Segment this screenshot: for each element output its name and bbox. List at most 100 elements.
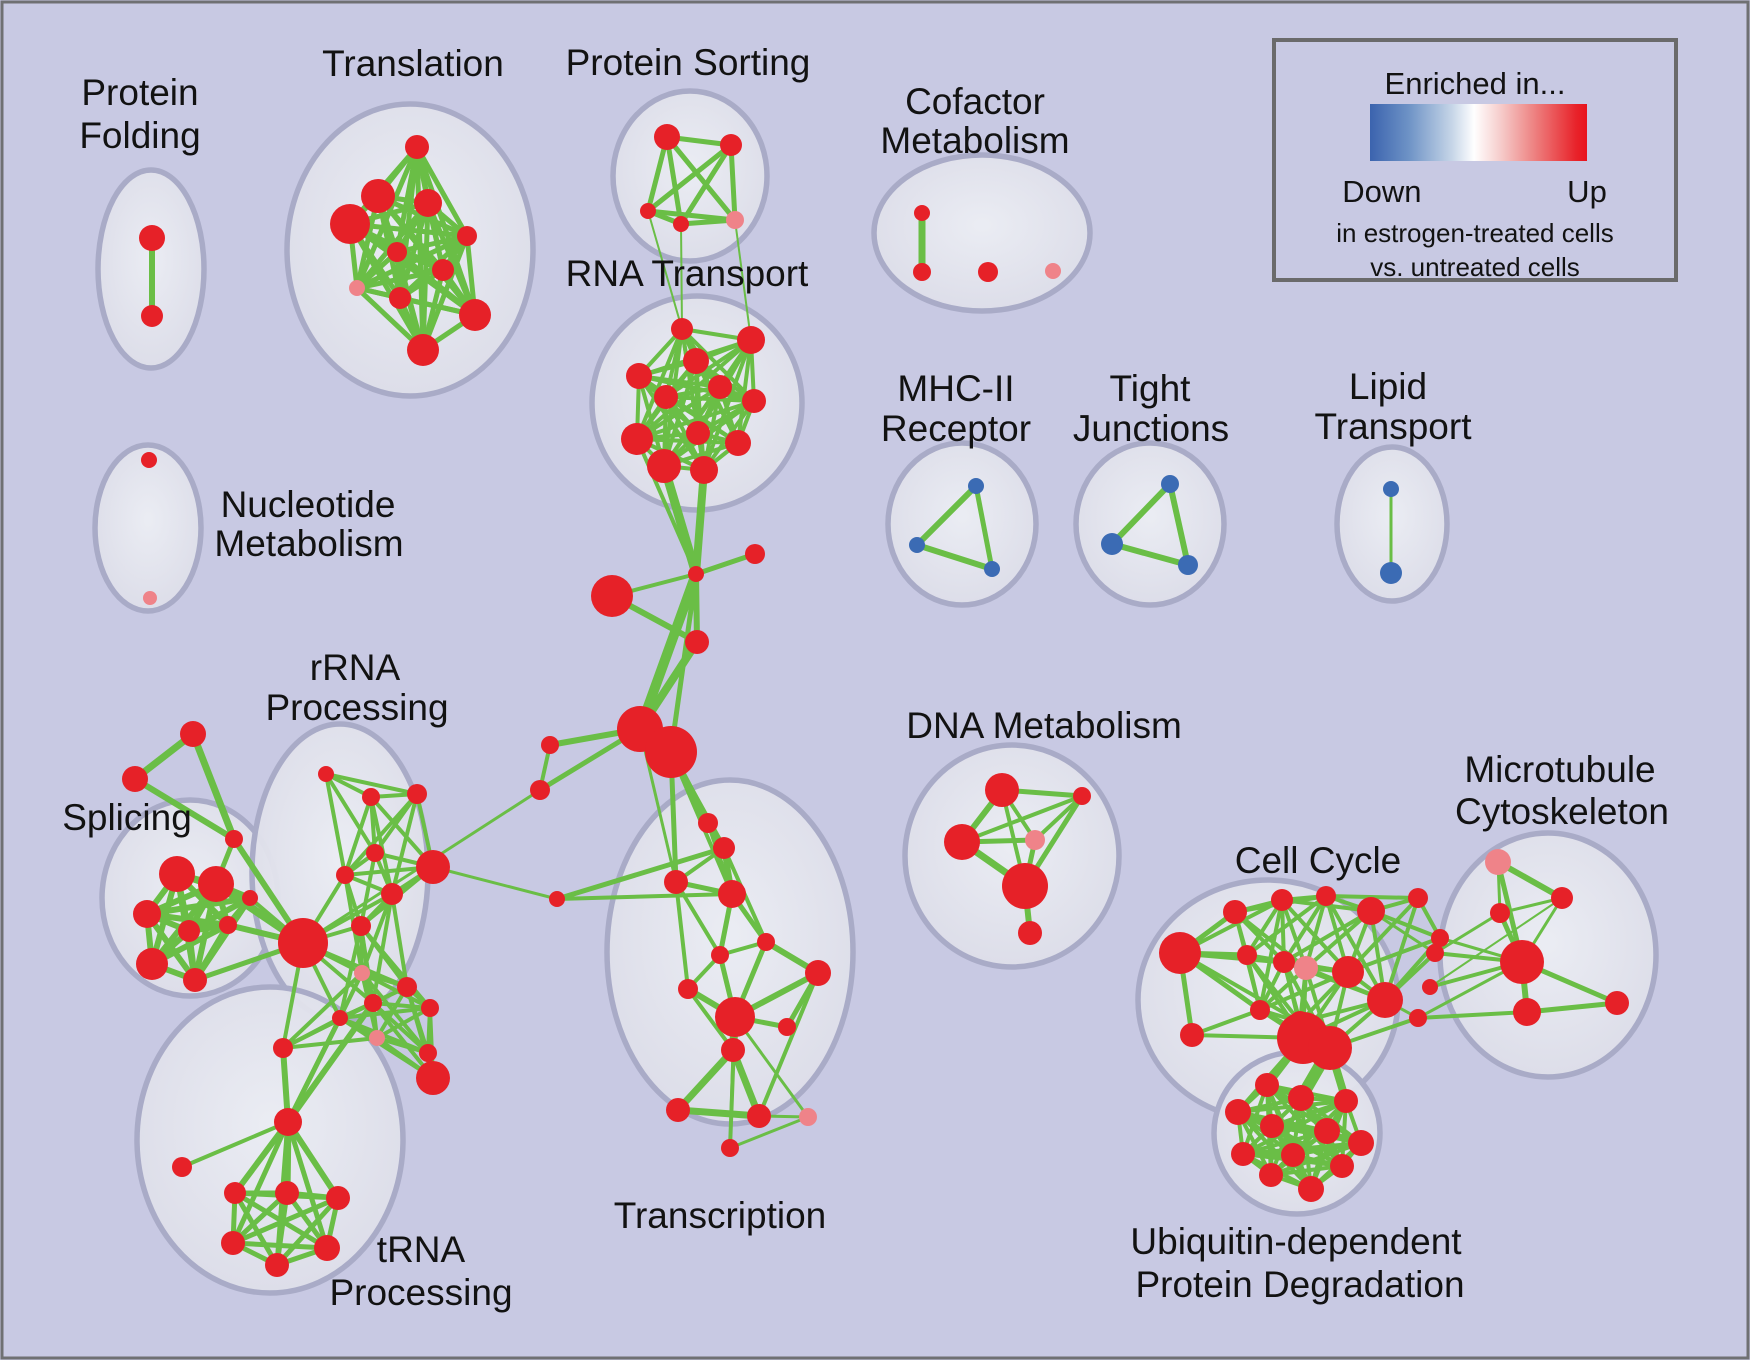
- cluster-label-rrna-processing: rRNA: [310, 647, 401, 688]
- gene-set-node-translation: [457, 226, 477, 246]
- edge-trna-processing: [285, 1119, 330, 1251]
- gene-set-node-translation: [361, 179, 395, 213]
- gene-set-node-dna-metabolism: [985, 773, 1019, 807]
- gene-set-node-transcription: [645, 726, 697, 778]
- edge-splicing: [144, 895, 253, 917]
- gene-set-node-protein-sorting: [640, 203, 656, 219]
- cluster-label-mhc-ii-receptor: Receptor: [881, 408, 1031, 449]
- edge-protein-sorting: [664, 134, 738, 223]
- edge-rrna-processing: [338, 924, 363, 1020]
- gene-set-node-cell-cycle: [1316, 886, 1336, 906]
- gene-set-node-translation: [349, 280, 365, 296]
- gene-set-node-rrna-processing: [397, 977, 417, 997]
- gene-set-node-trna-processing: [265, 1253, 289, 1277]
- gene-set-node-tight-junctions: [1101, 533, 1123, 555]
- gene-set-node-rrna-processing: [419, 1044, 437, 1062]
- gene-set-node-transcription: [799, 1108, 817, 1126]
- edge-trna-processing: [274, 1195, 341, 1268]
- gene-set-node-connectors: [530, 780, 550, 800]
- edge-protein-sorting: [728, 142, 738, 223]
- gene-set-node-transcription: [747, 1104, 771, 1128]
- gene-set-node-microtubule-cytoskeleton: [1551, 887, 1573, 909]
- gene-set-node-trna-processing: [326, 1186, 350, 1210]
- edge-rrna-processing--trna-processing: [286, 971, 364, 1124]
- edge-mhc-ii-receptor: [914, 483, 979, 548]
- gene-set-node-ubiquitin-dependent-protein-degradation: [1259, 1163, 1283, 1187]
- cluster-label-protein-sorting: Protein Sorting: [566, 42, 811, 83]
- edge-rrna-processing: [359, 851, 377, 928]
- gene-set-node-dna-metabolism: [1073, 787, 1091, 805]
- edge-trna-processing: [285, 1119, 341, 1201]
- gene-set-node-splicing: [225, 830, 243, 848]
- gene-set-node-rrna-processing: [362, 788, 380, 806]
- gene-set-node-rrna-processing: [332, 1010, 348, 1026]
- gene-set-node-splicing: [198, 866, 234, 902]
- gene-set-node-translation: [387, 242, 407, 262]
- cluster-label-protein-folding: Protein: [81, 72, 198, 113]
- edge-transcription: [733, 1015, 810, 1119]
- gene-set-node-protein-folding: [141, 305, 163, 327]
- cluster-label-nucleotide-metabolism: Metabolism: [214, 523, 403, 564]
- edge-translation: [347, 221, 426, 353]
- cluster-ellipse-tight-junctions: [1073, 440, 1227, 608]
- gene-set-node-splicing: [122, 766, 148, 792]
- gene-set-node-protein-sorting: [726, 211, 744, 229]
- gene-set-node-microtubule-cytoskeleton: [1490, 903, 1510, 923]
- gene-set-node-cell-cycle: [1271, 889, 1293, 911]
- legend-caption-line1: in estrogen-treated cells: [1336, 218, 1614, 248]
- edge-rrna-processing: [324, 772, 419, 796]
- edge-rrna-processing: [343, 792, 419, 877]
- gene-set-node-tight-junctions: [1178, 555, 1198, 575]
- gene-set-node-lipid-transport: [1383, 481, 1399, 497]
- edge-protein-sorting--rna-transport: [734, 219, 752, 341]
- gene-set-node-cell-cycle: [1294, 956, 1318, 980]
- gene-set-node-cofactor-metabolism: [914, 205, 930, 221]
- edge-mhc-ii-receptor: [973, 483, 995, 572]
- cluster-label-cofactor-metabolism: Cofactor: [905, 81, 1045, 122]
- edge-trna-processing: [230, 1195, 341, 1246]
- edge-cell-cycle: [1346, 896, 1420, 974]
- gene-set-node-rrna-processing: [381, 883, 403, 905]
- edge-rrna-processing: [390, 792, 419, 896]
- gene-set-node-trna-processing: [275, 1181, 299, 1205]
- edge-transcription: [674, 1046, 737, 1114]
- cluster-ellipse-cofactor-metabolism: [871, 152, 1093, 314]
- edge-protein-sorting: [645, 142, 734, 214]
- gene-set-node-transcription: [711, 946, 729, 964]
- gene-set-node-rna-transport: [708, 375, 732, 399]
- legend-box: Enriched in... Down Up in estrogen-treat…: [1272, 38, 1678, 282]
- legend-down-label: Down: [1342, 174, 1422, 209]
- gene-set-node-ubiquitin-dependent-protein-degradation: [1288, 1085, 1314, 1111]
- gene-set-node-connectors: [591, 575, 633, 617]
- edge-rrna-processing: [343, 795, 373, 877]
- gene-set-node-microtubule-cytoskeleton: [1409, 1009, 1427, 1027]
- gene-set-node-splicing: [159, 856, 195, 892]
- edge-rrna-processing: [359, 924, 432, 1010]
- edge-microtubule-cytoskeleton: [1433, 911, 1502, 955]
- cluster-label-rrna-processing: Processing: [265, 687, 448, 728]
- edge-mhc-ii-receptor: [914, 542, 995, 572]
- node-layer: [122, 124, 1629, 1277]
- gene-set-node-rna-transport: [725, 430, 751, 456]
- cluster-label-mhc-ii-receptor: MHC-II: [897, 368, 1014, 409]
- edge-protein-sorting: [664, 134, 684, 227]
- gene-set-node-rrna-processing: [416, 1061, 450, 1095]
- gene-set-node-rna-transport: [671, 318, 693, 340]
- gene-set-node-cell-cycle: [1223, 900, 1247, 924]
- gene-set-node-cell-cycle: [1332, 956, 1364, 988]
- edge-rna-transport: [664, 395, 756, 403]
- gene-set-node-rrna-processing: [354, 965, 370, 981]
- gene-set-node-translation: [405, 135, 429, 159]
- edge-rna-transport: [680, 327, 756, 403]
- gene-set-node-translation: [330, 204, 370, 244]
- edge-cell-cycle: [1324, 894, 1420, 900]
- edge-rrna-processing: [390, 892, 409, 989]
- edge-dna-metabolism: [960, 794, 1084, 844]
- gene-set-node-dna-metabolism: [1002, 863, 1048, 909]
- cluster-label-rna-transport: RNA Transport: [566, 253, 809, 294]
- gene-set-node-transcription: [713, 837, 735, 859]
- gene-set-node-rrna-processing: [421, 999, 439, 1017]
- gene-set-node-rna-transport: [737, 326, 765, 354]
- edge-translation: [354, 267, 446, 291]
- gene-set-node-splicing: [180, 721, 206, 747]
